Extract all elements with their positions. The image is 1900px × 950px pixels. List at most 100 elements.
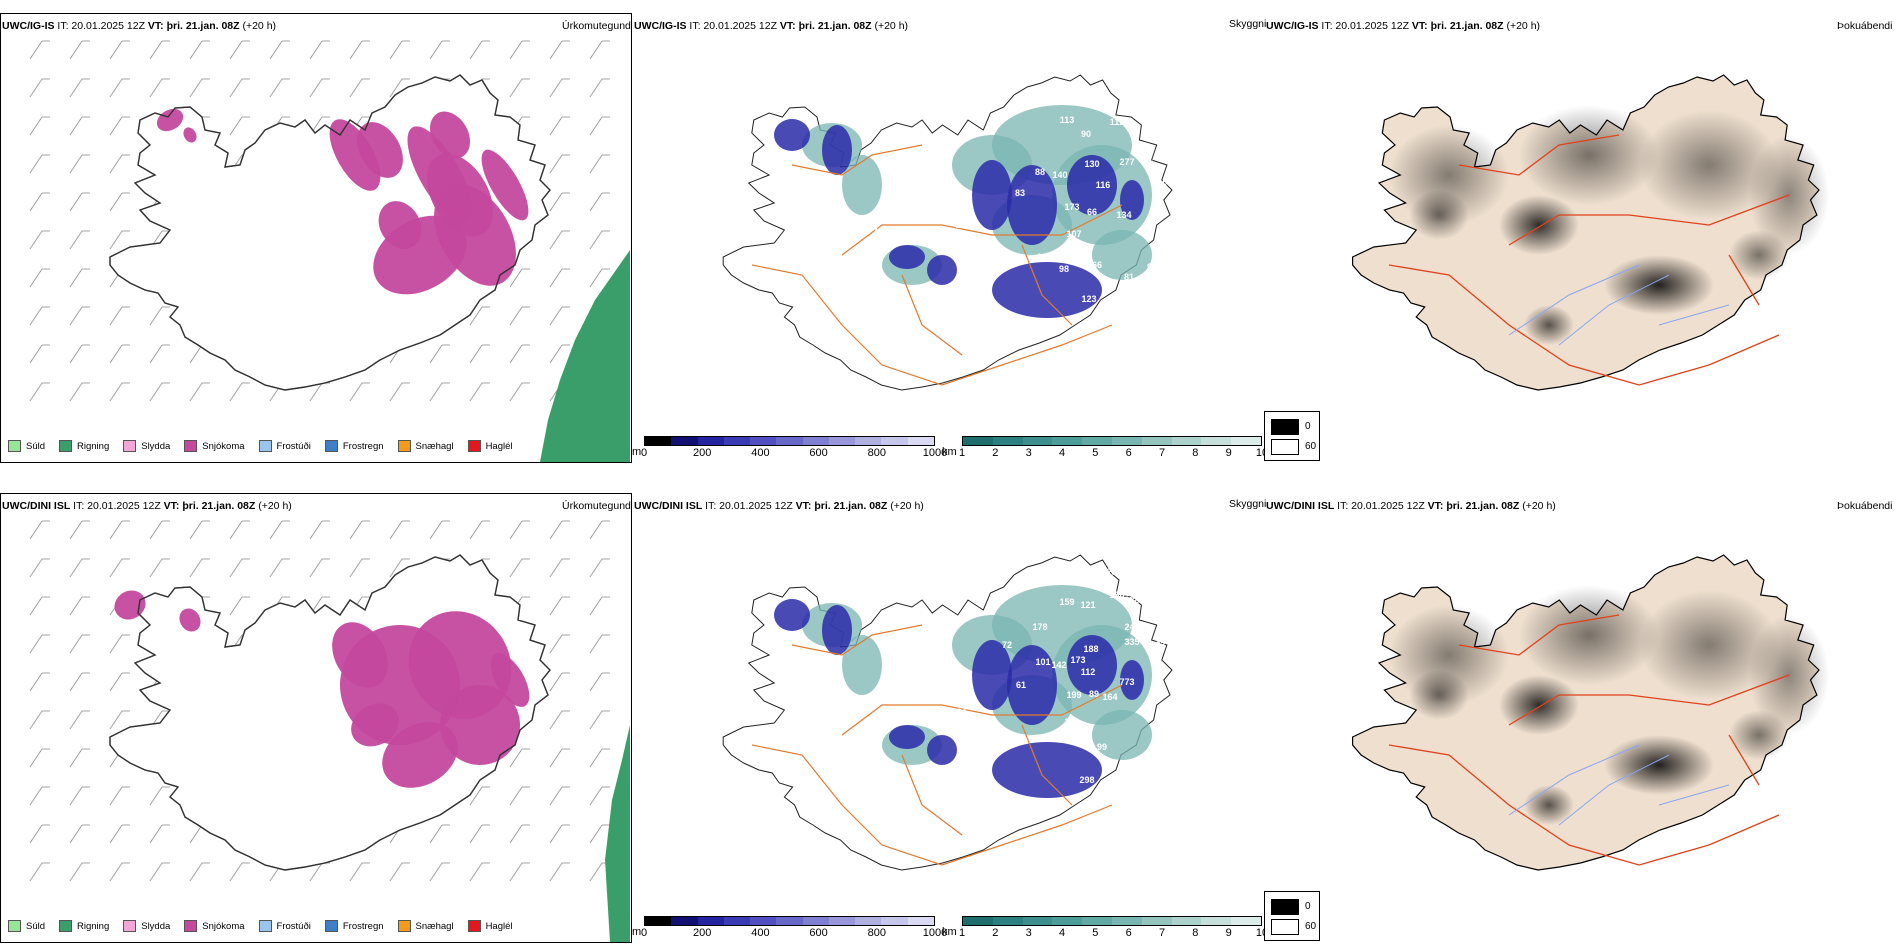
wind-barb bbox=[109, 116, 130, 136]
colorbar-tick: 0 bbox=[640, 447, 648, 459]
snow-area bbox=[329, 119, 381, 191]
wind-barb bbox=[109, 520, 130, 540]
wind-barb bbox=[469, 344, 490, 364]
visibility-area bbox=[842, 155, 882, 215]
precip-type-panel-row2: UWC/DINI ISL IT: 20.01.2025 12Z VT: þri.… bbox=[0, 480, 632, 943]
colorbar-swatch bbox=[963, 917, 993, 925]
ceiling-value-label: 112 bbox=[1081, 667, 1096, 677]
wind-barb bbox=[349, 78, 370, 98]
wind-barb bbox=[549, 116, 570, 136]
wind-barb bbox=[189, 520, 210, 540]
wind-barb bbox=[349, 40, 370, 60]
ceiling-area bbox=[774, 599, 810, 631]
wind-barb bbox=[149, 824, 170, 844]
wind-barb bbox=[29, 382, 50, 402]
legend-swatch bbox=[467, 920, 481, 932]
wind-barb bbox=[469, 40, 490, 60]
wind-barb bbox=[229, 520, 250, 540]
road bbox=[791, 144, 923, 176]
road bbox=[1458, 614, 1620, 656]
road bbox=[1728, 254, 1760, 306]
wind-barb bbox=[549, 230, 570, 250]
legend-item: Slydda bbox=[123, 440, 170, 452]
wind-barb bbox=[549, 824, 570, 844]
wind-barb bbox=[69, 558, 90, 578]
ceiling-value-label: 116 bbox=[1096, 180, 1111, 190]
legend-label: Frostregn bbox=[342, 440, 384, 452]
wind-barb bbox=[109, 634, 130, 654]
colorbar-tick: 8 bbox=[1192, 927, 1199, 939]
road bbox=[1728, 734, 1760, 786]
ceiling-value-label: 105 bbox=[829, 90, 844, 100]
fog-area bbox=[1409, 670, 1469, 720]
snow-area bbox=[490, 653, 530, 707]
wind-barb bbox=[229, 116, 250, 136]
wind-barb bbox=[469, 306, 490, 326]
snow-area bbox=[440, 685, 520, 765]
wind-barb bbox=[589, 634, 610, 654]
legend-swatch bbox=[397, 440, 411, 452]
wind-barb bbox=[109, 824, 130, 844]
legend-label: Frostregn bbox=[342, 920, 384, 932]
colorbar-tick: 3 bbox=[1025, 447, 1032, 459]
wind-barb bbox=[189, 862, 210, 882]
map-header: UWC/DINI ISL IT: 20.01.2025 12Z VT: þri.… bbox=[634, 500, 924, 512]
wind-barb bbox=[509, 824, 530, 844]
colorbar-tick: 800 bbox=[867, 927, 886, 939]
ceiling-value-label: 199 bbox=[1066, 690, 1081, 700]
wind-barb bbox=[149, 306, 170, 326]
wind-barb bbox=[109, 40, 130, 60]
legend-item: Snjókoma bbox=[184, 440, 245, 452]
wind-barb bbox=[589, 78, 610, 98]
wind-barb bbox=[29, 520, 50, 540]
wind-barb bbox=[109, 786, 130, 806]
colorbar-swatch bbox=[671, 917, 698, 925]
colorbar-tick: 7 bbox=[1158, 927, 1166, 939]
colorbar-swatch bbox=[1052, 437, 1083, 445]
legend-item: Frostúði bbox=[258, 440, 311, 452]
colorbar-swatches bbox=[644, 436, 935, 446]
colorbar-swatch bbox=[1082, 917, 1112, 925]
wind-barb bbox=[69, 596, 90, 616]
vis-unit: km bbox=[942, 926, 957, 938]
ceiling-value-label: 107 bbox=[1066, 229, 1081, 239]
fog-area bbox=[1524, 785, 1574, 825]
ceiling-value-label: 69 bbox=[1177, 192, 1187, 202]
colorbar-tick: 7 bbox=[1158, 447, 1166, 459]
wind-barb bbox=[509, 268, 530, 288]
ceiling-area bbox=[1120, 180, 1144, 220]
road bbox=[901, 274, 963, 356]
wind-barb bbox=[149, 786, 170, 806]
wind-barb bbox=[589, 824, 610, 844]
ceiling-value-label: 138 bbox=[1124, 595, 1139, 605]
precip-type-map bbox=[29, 520, 630, 942]
ceiling-value-label: 277 bbox=[1119, 157, 1134, 167]
wind-barb bbox=[69, 306, 90, 326]
visibility-area bbox=[1092, 710, 1152, 760]
ceiling-value-label: 113 bbox=[1153, 590, 1168, 600]
wind-barb bbox=[69, 116, 90, 136]
river bbox=[1658, 784, 1730, 806]
ceiling-area bbox=[1007, 645, 1057, 725]
precip-type-title: Úrkomutegund bbox=[562, 20, 631, 32]
legend-label: Rigning bbox=[77, 920, 110, 932]
road bbox=[1508, 194, 1790, 246]
wind-barb bbox=[29, 558, 50, 578]
colorbar-tick: 2 bbox=[992, 447, 999, 459]
legend-swatch bbox=[258, 920, 272, 932]
ceiling-value-label: 111 bbox=[955, 730, 969, 740]
fog-area bbox=[1729, 710, 1789, 760]
colorbar-tick: 600 bbox=[809, 927, 828, 939]
legend-swatch bbox=[467, 440, 481, 452]
colorbar-swatch bbox=[907, 917, 934, 925]
fog-area bbox=[1519, 585, 1659, 685]
river bbox=[1508, 264, 1640, 336]
ceiling-value-label: 99 bbox=[1197, 672, 1207, 682]
wind-barb bbox=[229, 78, 250, 98]
legend-item: Frostregn bbox=[324, 440, 384, 452]
colorbar-tick: 5 bbox=[1092, 447, 1099, 459]
ceiling-area bbox=[972, 640, 1012, 710]
snow-area bbox=[378, 201, 422, 249]
colorbar-tick: 9 bbox=[1225, 927, 1232, 939]
wind-barb bbox=[269, 40, 290, 60]
